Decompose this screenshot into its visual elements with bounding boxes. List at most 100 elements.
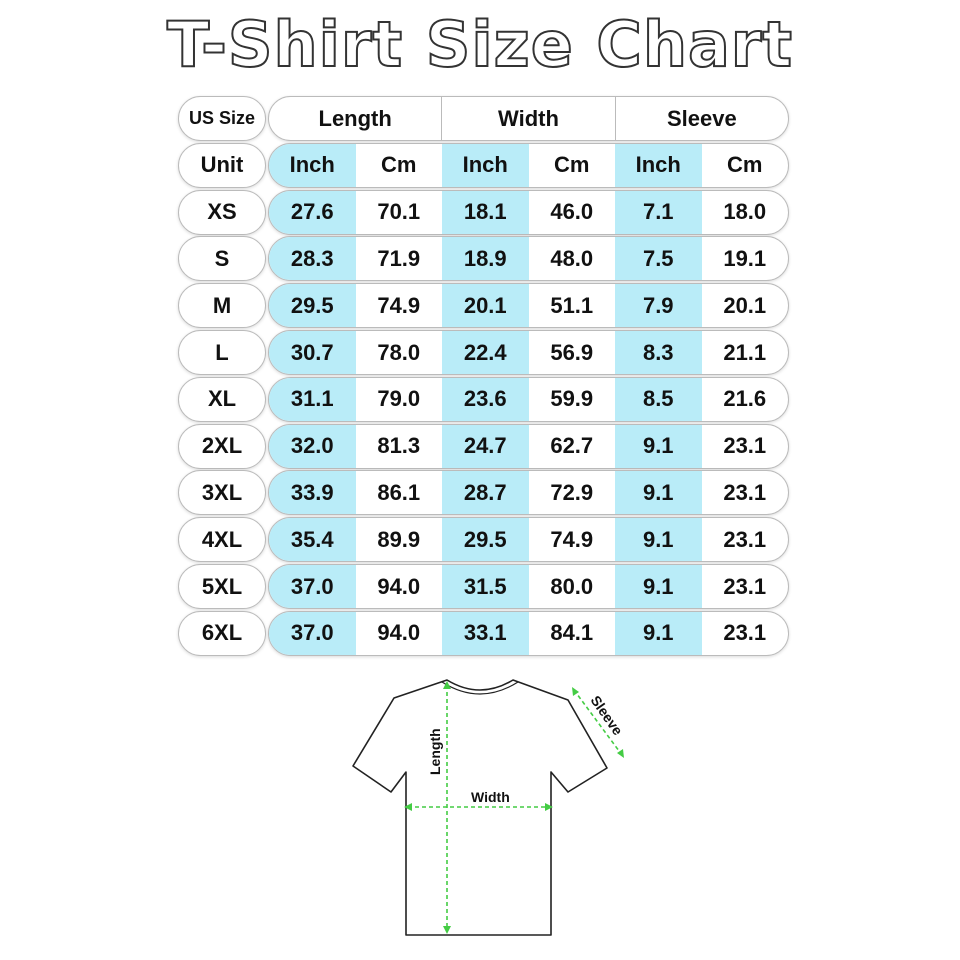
width-label: Width — [471, 789, 510, 805]
size-label: 3XL — [178, 470, 266, 516]
value-cell: 21.1 — [723, 339, 767, 365]
unit-inch: Inch — [269, 143, 356, 187]
value-cell: 86.1 — [377, 479, 421, 505]
sleeve-arrowhead-bottom — [617, 749, 624, 758]
value-cell: 9.1 — [615, 565, 702, 608]
value-cell: 89.9 — [377, 526, 421, 552]
table-row: L 30.7 78.0 22.4 56.9 8.3 21.1 — [178, 330, 789, 375]
unit-inch: Inch — [615, 143, 702, 187]
value-cell: 30.7 — [269, 331, 356, 374]
value-cell: 46.0 — [550, 199, 594, 225]
size-label: 2XL — [178, 423, 266, 469]
row-values: 30.7 78.0 22.4 56.9 8.3 21.1 — [268, 330, 789, 375]
unit-header: Unit — [178, 142, 266, 188]
row-values: 37.0 94.0 33.1 84.1 9.1 23.1 — [268, 610, 789, 656]
value-cell: 23.1 — [723, 526, 767, 552]
header-row: US Size Length Width Sleeve — [178, 96, 789, 141]
value-cell: 78.0 — [377, 339, 421, 365]
value-cell: 28.3 — [269, 237, 356, 281]
value-cell: 22.4 — [442, 331, 529, 374]
table-row: 2XL 32.0 81.3 24.7 62.7 9.1 23.1 — [178, 423, 789, 469]
value-cell: 94.0 — [377, 573, 421, 599]
size-header: US Size — [178, 96, 266, 141]
value-cell: 27.6 — [269, 190, 356, 234]
value-cell: 80.0 — [550, 573, 594, 599]
value-cell: 21.6 — [723, 386, 767, 412]
value-cell: 32.0 — [269, 424, 356, 468]
unit-cm: Cm — [727, 152, 763, 178]
value-cell: 8.5 — [615, 377, 702, 421]
value-cell: 28.7 — [442, 471, 529, 515]
value-cell: 48.0 — [550, 245, 594, 271]
unit-pill: Inch Cm Inch Cm Inch Cm — [268, 142, 789, 188]
value-cell: 18.9 — [442, 237, 529, 281]
value-cell: 18.1 — [442, 190, 529, 234]
table-row: XS 27.6 70.1 18.1 46.0 7.1 18.0 — [178, 189, 789, 235]
value-cell: 31.5 — [442, 565, 529, 608]
value-cell: 9.1 — [615, 424, 702, 468]
length-arrowhead-top — [443, 681, 451, 689]
value-cell: 20.1 — [442, 284, 529, 328]
value-cell: 59.9 — [550, 386, 594, 412]
value-cell: 18.0 — [723, 199, 767, 225]
sleeve-arrowhead-top — [572, 687, 579, 696]
value-cell: 81.3 — [377, 433, 421, 459]
size-label: XL — [178, 376, 266, 422]
row-values: 28.3 71.9 18.9 48.0 7.5 19.1 — [268, 236, 789, 282]
value-cell: 23.1 — [723, 433, 767, 459]
value-cell: 35.4 — [269, 518, 356, 562]
value-cell: 37.0 — [269, 565, 356, 608]
row-values: 29.5 74.9 20.1 51.1 7.9 20.1 — [268, 283, 789, 329]
length-arrowhead-bottom — [443, 926, 451, 934]
table-row: M 29.5 74.9 20.1 51.1 7.9 20.1 — [178, 283, 789, 329]
value-cell: 7.5 — [615, 237, 702, 281]
unit-cm: Cm — [554, 152, 590, 178]
value-cell: 33.1 — [442, 611, 529, 655]
value-cell: 71.9 — [377, 245, 421, 271]
table-row: XL 31.1 79.0 23.6 59.9 8.5 21.6 — [178, 376, 789, 422]
size-label: XS — [178, 189, 266, 235]
size-label: 6XL — [178, 610, 266, 656]
row-values: 33.9 86.1 28.7 72.9 9.1 23.1 — [268, 470, 789, 516]
row-values: 27.6 70.1 18.1 46.0 7.1 18.0 — [268, 189, 789, 235]
value-cell: 23.1 — [723, 479, 767, 505]
value-cell: 79.0 — [377, 386, 421, 412]
value-cell: 20.1 — [723, 292, 767, 318]
value-cell: 84.1 — [550, 620, 594, 646]
value-cell: 37.0 — [269, 611, 356, 655]
row-values: 37.0 94.0 31.5 80.0 9.1 23.1 — [268, 564, 789, 609]
group-header-sleeve: Sleeve — [614, 97, 788, 140]
value-cell: 8.3 — [615, 331, 702, 374]
size-label: M — [178, 283, 266, 329]
value-cell: 56.9 — [550, 339, 594, 365]
table-row: 5XL 37.0 94.0 31.5 80.0 9.1 23.1 — [178, 564, 789, 609]
length-label: Length — [427, 728, 443, 775]
row-values: 35.4 89.9 29.5 74.9 9.1 23.1 — [268, 517, 789, 563]
value-cell: 74.9 — [377, 292, 421, 318]
row-values: 32.0 81.3 24.7 62.7 9.1 23.1 — [268, 423, 789, 469]
value-cell: 7.1 — [615, 190, 702, 234]
value-cell: 62.7 — [550, 433, 594, 459]
value-cell: 9.1 — [615, 471, 702, 515]
value-cell: 74.9 — [550, 526, 594, 552]
group-header-pill: Length Width Sleeve — [268, 96, 789, 141]
value-cell: 9.1 — [615, 518, 702, 562]
value-cell: 94.0 — [377, 620, 421, 646]
value-cell: 24.7 — [442, 424, 529, 468]
unit-row: Unit Inch Cm Inch Cm Inch Cm — [178, 142, 789, 188]
width-arrowhead-right — [545, 803, 553, 811]
value-cell: 31.1 — [269, 377, 356, 421]
table-row: 4XL 35.4 89.9 29.5 74.9 9.1 23.1 — [178, 517, 789, 563]
size-label: 4XL — [178, 517, 266, 563]
value-cell: 51.1 — [550, 292, 594, 318]
table-row: 6XL 37.0 94.0 33.1 84.1 9.1 23.1 — [178, 610, 789, 656]
value-cell: 23.6 — [442, 377, 529, 421]
value-cell: 9.1 — [615, 611, 702, 655]
value-cell: 7.9 — [615, 284, 702, 328]
unit-cm: Cm — [381, 152, 417, 178]
table-row: S 28.3 71.9 18.9 48.0 7.5 19.1 — [178, 236, 789, 282]
value-cell: 23.1 — [723, 573, 767, 599]
size-label: S — [178, 236, 266, 282]
size-label: 5XL — [178, 564, 266, 609]
group-header-width: Width — [441, 97, 614, 140]
